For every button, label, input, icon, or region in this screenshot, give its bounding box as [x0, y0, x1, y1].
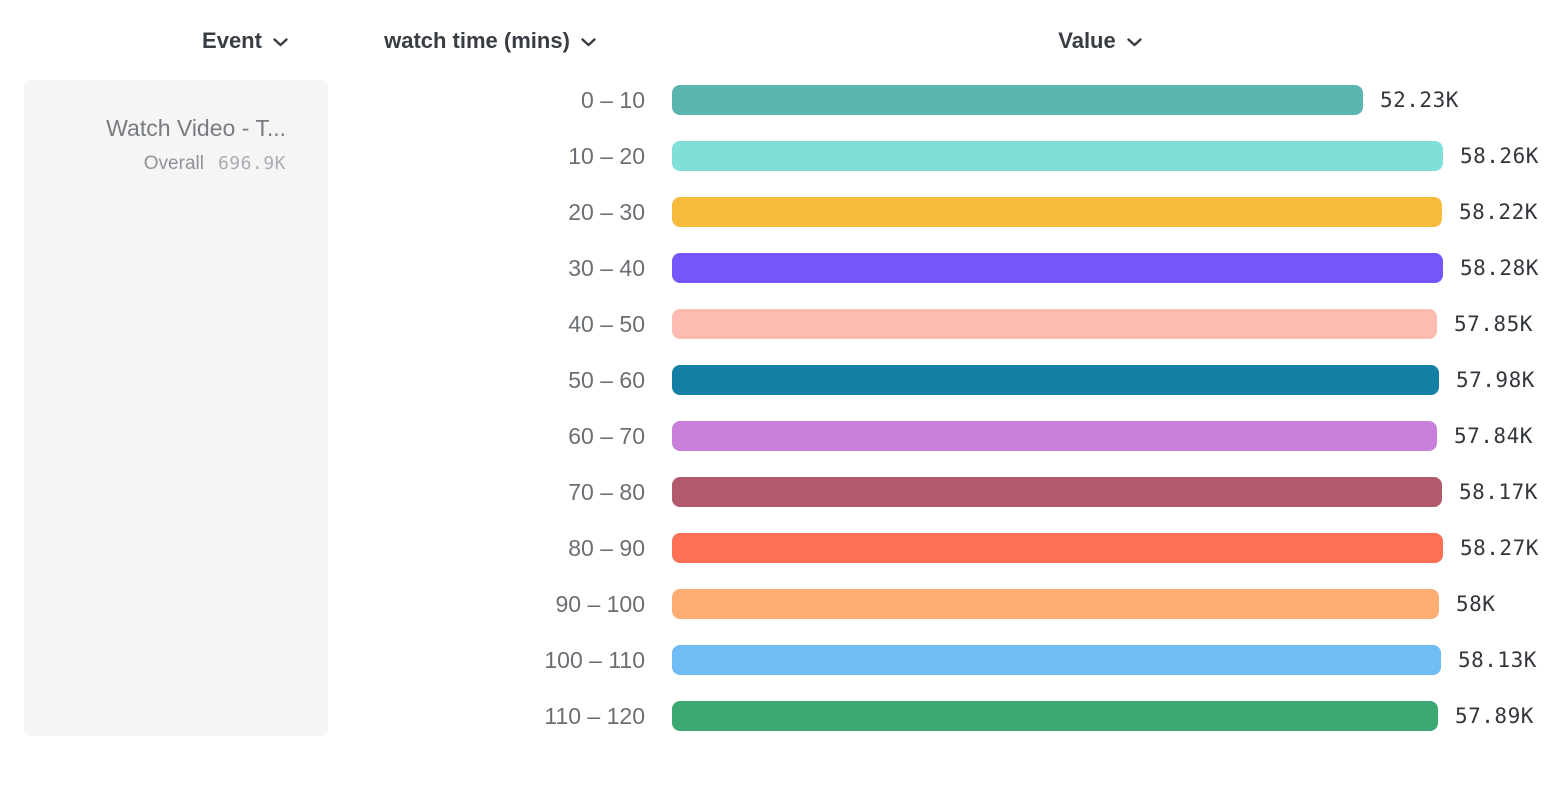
bucket-label: 0 – 10: [581, 87, 645, 113]
chart-row: 80 – 90 58.27K: [0, 533, 1568, 563]
value-bar[interactable]: [672, 701, 1438, 731]
chart-row: 40 – 50 57.85K: [0, 309, 1568, 339]
chart-row: 60 – 70 57.84K: [0, 421, 1568, 451]
value-bar[interactable]: [672, 421, 1437, 451]
value-label: 58.22K: [1459, 200, 1538, 224]
column-header-value-label: Value: [1058, 28, 1116, 53]
chevron-down-icon: [1127, 38, 1142, 47]
event-title: Watch Video - T...: [106, 115, 286, 141]
value-bar[interactable]: [672, 309, 1437, 339]
event-card[interactable]: Watch Video - T... Overall 696.9K: [24, 80, 328, 736]
value-bar[interactable]: [672, 365, 1439, 395]
chart-row: 50 – 60 57.98K: [0, 365, 1568, 395]
value-bar[interactable]: [672, 533, 1443, 563]
value-label: 52.23K: [1380, 88, 1459, 112]
column-header-event[interactable]: Event: [150, 26, 340, 56]
event-overall-row: Overall 696.9K: [44, 153, 286, 175]
bucket-label: 30 – 40: [568, 255, 645, 281]
value-label: 57.84K: [1454, 424, 1533, 448]
value-label: 57.98K: [1456, 368, 1535, 392]
value-label: 58.13K: [1458, 648, 1537, 672]
value-bar[interactable]: [672, 141, 1443, 171]
chart-row: 70 – 80 58.17K: [0, 477, 1568, 507]
chevron-down-icon: [273, 38, 288, 47]
chart-row: 0 – 10 52.23K: [0, 85, 1568, 115]
chart-row: 10 – 20 58.26K: [0, 141, 1568, 171]
bucket-label: 50 – 60: [568, 367, 645, 393]
value-label: 57.89K: [1455, 704, 1534, 728]
column-header-value[interactable]: Value: [950, 26, 1250, 56]
bucket-label: 20 – 30: [568, 199, 645, 225]
chart-row: 100 – 110 58.13K: [0, 645, 1568, 675]
column-header-watch-time[interactable]: watch time (mins): [335, 26, 645, 56]
chart-row: 30 – 40 58.28K: [0, 253, 1568, 283]
bucket-label: 40 – 50: [568, 311, 645, 337]
chevron-down-icon: [581, 38, 596, 47]
value-bar[interactable]: [672, 197, 1442, 227]
value-bar[interactable]: [672, 253, 1443, 283]
value-label: 58K: [1456, 592, 1496, 616]
column-header-event-label: Event: [202, 28, 262, 53]
value-label: 58.17K: [1459, 480, 1538, 504]
value-bar[interactable]: [672, 589, 1439, 619]
overall-label: Overall: [143, 153, 204, 174]
bucket-label: 70 – 80: [568, 479, 645, 505]
chart-row: 110 – 120 57.89K: [0, 701, 1568, 731]
bucket-label: 60 – 70: [568, 423, 645, 449]
column-header-watch-time-label: watch time (mins): [384, 28, 570, 53]
bucket-label: 80 – 90: [568, 535, 645, 561]
chart-row: 20 – 30 58.22K: [0, 197, 1568, 227]
value-label: 58.28K: [1460, 256, 1539, 280]
value-label: 57.85K: [1454, 312, 1533, 336]
value-label: 58.26K: [1460, 144, 1539, 168]
value-bar[interactable]: [672, 645, 1441, 675]
bucket-label: 110 – 120: [544, 703, 645, 729]
bucket-label: 90 – 100: [555, 591, 645, 617]
value-label: 58.27K: [1460, 536, 1539, 560]
value-bar[interactable]: [672, 85, 1363, 115]
chart-row: 90 – 100 58K: [0, 589, 1568, 619]
overall-value: 696.9K: [217, 153, 286, 174]
value-bar[interactable]: [672, 477, 1442, 507]
bucket-label: 100 – 110: [544, 647, 645, 673]
bucket-label: 10 – 20: [568, 143, 645, 169]
